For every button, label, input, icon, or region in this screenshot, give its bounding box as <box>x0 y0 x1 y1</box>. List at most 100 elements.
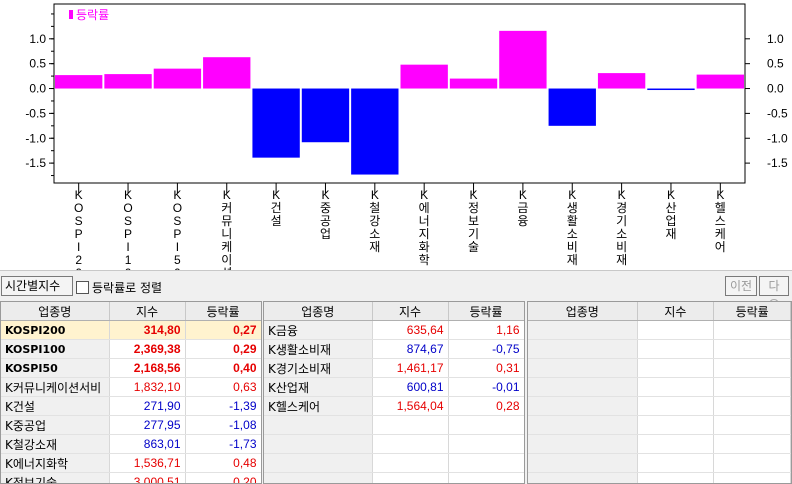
bar-K금융 <box>499 30 547 89</box>
sector-name-cell <box>264 434 373 454</box>
table-row[interactable]: K금융 635,64 1,16 <box>264 320 524 340</box>
index-value-cell: 600,81 <box>372 377 449 397</box>
sector-grid-2: 업종명 지수 등락률 K금융 635,64 1,16 K생활소비재 874,67 -0,75 K경… <box>263 301 525 484</box>
sector-name-cell: K금융 <box>264 320 373 340</box>
change-rate-cell <box>713 472 791 483</box>
table-row[interactable] <box>528 339 791 359</box>
checkbox-box[interactable] <box>76 280 89 294</box>
col-name-header[interactable]: 업종명 <box>1 302 110 321</box>
index-value-cell: 271,90 <box>109 396 186 416</box>
change-rate-bar-chart: 1.0 1.0 0.5 0.5 0.0 0.0 -0.5 -0.5 -1.0 -1.0 -1.5 -1… <box>25 3 788 270</box>
col-index-header[interactable]: 지수 <box>372 302 449 321</box>
change-rate-cell: -1,39 <box>185 396 261 416</box>
change-rate-cell <box>448 415 524 435</box>
table-row[interactable]: K산업재 600,81 -0,01 <box>264 377 524 397</box>
col-name-header[interactable]: 업종명 <box>528 302 638 321</box>
sector-name-cell: K철강소재 <box>1 434 110 454</box>
table-row[interactable] <box>264 434 524 454</box>
next-button[interactable]: 다음 <box>759 276 789 312</box>
col-name-header[interactable]: 업종명 <box>264 302 373 321</box>
table-row[interactable]: K커뮤니케이션서비 1,832,10 0,63 <box>1 377 261 397</box>
sector-name-cell <box>528 415 638 435</box>
sector-name-cell: K경기소비재 <box>264 358 373 378</box>
sector-grid-3: 업종명 지수 등락률 <box>527 301 792 484</box>
change-rate-cell: 0,28 <box>448 396 524 416</box>
prev-button[interactable]: 이전 <box>725 276 757 296</box>
index-value-cell: 1,832,10 <box>109 377 186 397</box>
y-tick-label-left: 0.0 <box>29 82 46 96</box>
sector-name-cell <box>528 339 638 359</box>
bar-K생활소비재 <box>548 88 596 126</box>
table-row[interactable]: K건설 271,90 -1,39 <box>1 396 261 416</box>
sector-name-cell <box>264 453 373 473</box>
bar-K산업재 <box>647 88 695 91</box>
table-row[interactable] <box>528 415 791 435</box>
table-header-row: 업종명 지수 등락률 <box>1 302 261 321</box>
table-row[interactable] <box>528 396 791 416</box>
table-row[interactable]: K경기소비재 1,461,17 0,31 <box>264 358 524 378</box>
table-row[interactable] <box>528 472 791 483</box>
col-rate-header[interactable]: 등락률 <box>713 302 791 321</box>
index-value-cell: 635,64 <box>372 320 449 340</box>
change-rate-cell: 0,48 <box>185 453 261 473</box>
sort-by-rate-label: 등락률로 정렬 <box>92 280 163 295</box>
sector-name-cell <box>528 472 638 483</box>
sector-table: 업종명 지수 등락률 KOSPI200 314,80 0,27 KOSPI100 2,369,… <box>1 302 261 483</box>
col-rate-header[interactable]: 등락률 <box>448 302 524 321</box>
table-row[interactable] <box>528 320 791 340</box>
sector-name-cell: K에너지화학 <box>1 453 110 473</box>
index-value-cell: 2,369,38 <box>109 339 186 359</box>
change-rate-cell: 0,31 <box>448 358 524 378</box>
table-row[interactable]: K헬스케어 1,564,04 0,28 <box>264 396 524 416</box>
table-row[interactable] <box>264 472 524 483</box>
table-row[interactable]: KOSPI200 314,80 0,27 <box>1 320 261 340</box>
index-value-cell: 1,564,04 <box>372 396 449 416</box>
table-row[interactable] <box>528 358 791 378</box>
sort-by-rate-checkbox[interactable]: 등락률로 정렬 <box>76 279 162 295</box>
sector-name-cell: K생활소비재 <box>264 339 373 359</box>
sector-name-cell <box>528 434 638 454</box>
col-index-header[interactable]: 지수 <box>109 302 186 321</box>
col-index-header[interactable]: 지수 <box>637 302 715 321</box>
table-row[interactable] <box>528 434 791 454</box>
legend-label: 등락률 <box>76 8 109 22</box>
index-value-cell: 874,67 <box>372 339 449 359</box>
change-rate-cell: -0,01 <box>448 377 524 397</box>
table-row[interactable] <box>528 377 791 397</box>
table-row[interactable] <box>528 453 791 473</box>
index-value-cell <box>637 415 715 435</box>
sector-name-cell: KOSPI200 <box>1 320 110 340</box>
table-row[interactable]: K중공업 277,95 -1,08 <box>1 415 261 435</box>
y-tick-label-right: 1.0 <box>767 32 784 46</box>
table-row[interactable]: K에너지화학 1,536,71 0,48 <box>1 453 261 473</box>
change-rate-cell: 0,20 <box>185 472 261 483</box>
index-value-cell: 863,01 <box>109 434 186 454</box>
time-index-dropdown-button[interactable]: 시간별지수 <box>1 276 73 296</box>
table-row[interactable] <box>264 415 524 435</box>
chart-area: 1.0 1.0 0.5 0.5 0.0 0.0 -0.5 -0.5 -1.0 -1.0 -1.5 -1… <box>0 0 792 270</box>
change-rate-cell: 1,16 <box>448 320 524 340</box>
change-rate-cell <box>713 453 791 473</box>
index-value-cell <box>637 339 715 359</box>
table-row[interactable]: KOSPI100 2,369,38 0,29 <box>1 339 261 359</box>
index-value-cell <box>372 434 449 454</box>
sector-table: 업종명 지수 등락률 <box>528 302 791 483</box>
y-tick-label-left: -1.0 <box>25 131 46 145</box>
table-row[interactable]: KOSPI50 2,168,56 0,40 <box>1 358 261 378</box>
col-rate-header[interactable]: 등락률 <box>185 302 261 321</box>
table-header-row: 업종명 지수 등락률 <box>528 302 791 321</box>
change-rate-cell <box>448 472 524 483</box>
table-row[interactable]: K철강소재 863,01 -1,73 <box>1 434 261 454</box>
index-value-cell <box>637 377 715 397</box>
index-value-cell <box>637 434 715 454</box>
x-tick-label: K커뮤니케이션 <box>221 188 232 270</box>
table-row[interactable] <box>264 453 524 473</box>
bar-K에너지화학 <box>400 64 448 89</box>
table-row[interactable]: K생활소비재 874,67 -0,75 <box>264 339 524 359</box>
y-tick-label-left: -1.5 <box>25 156 46 170</box>
table-row[interactable]: K정보기술 3,000,51 0,20 <box>1 472 261 483</box>
index-value-cell: 1,461,17 <box>372 358 449 378</box>
